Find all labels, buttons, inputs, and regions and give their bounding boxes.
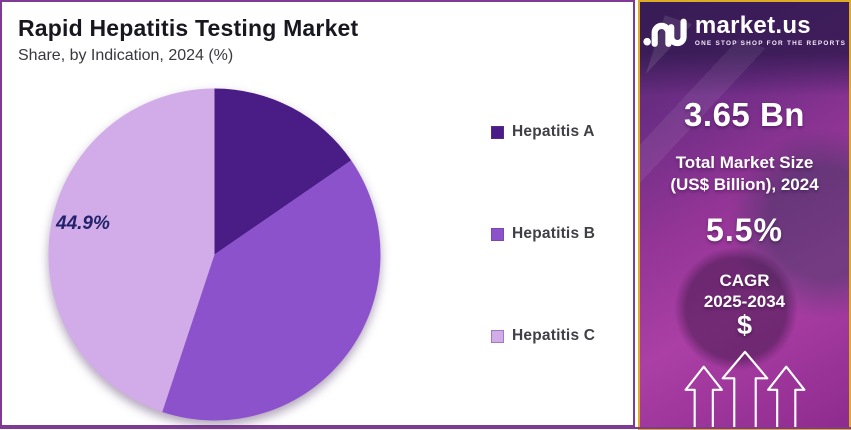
- legend: Hepatitis A Hepatitis B Hepatitis C: [491, 123, 595, 345]
- legend-item-hepatitis-c: Hepatitis C: [491, 327, 595, 345]
- logo-dot: [643, 37, 651, 46]
- pie-chart-svg: [48, 88, 381, 421]
- brand-tagline: ONE STOP SHOP FOR THE REPORTS: [694, 40, 847, 48]
- legend-label: Hepatitis C: [512, 327, 596, 344]
- market-size-value: 3.65 Bn: [684, 96, 805, 133]
- legend-item-hepatitis-a: Hepatitis A: [491, 123, 595, 141]
- market-size-label-line1: Total Market Size: [675, 153, 814, 172]
- sidebar: market.us ONE STOP SHOP FOR THE REPORTS …: [638, 0, 851, 430]
- pie-slice-hepatitis-a: [214, 88, 352, 255]
- legend-label: Hepatitis A: [512, 123, 595, 140]
- pie-chart: [42, 82, 387, 427]
- page-title: Rapid Hepatitis Testing Market: [18, 15, 359, 41]
- pie-slice-hepatitis-c: [48, 88, 215, 413]
- growth-arrows-icon: [679, 350, 811, 428]
- legend-item-hepatitis-b: Hepatitis B: [491, 225, 595, 243]
- brand-name: market.us: [694, 11, 811, 39]
- market-size-label-line2: (US$ Billion), 2024: [670, 175, 819, 195]
- cagr-value: 5.5%: [706, 212, 783, 248]
- cagr-label: CAGR 2025-2034: [640, 270, 849, 313]
- legend-swatch-icon: [491, 329, 504, 343]
- page-subtitle: Share, by Indication, 2024 (%): [18, 47, 234, 64]
- brand-logo: market.us ONE STOP SHOP FOR THE REPORTS: [640, 11, 849, 49]
- legend-swatch-icon: [491, 227, 504, 241]
- dollar-icon: $: [736, 310, 753, 340]
- chart-panel: Rapid Hepatitis Testing Market Share, by…: [0, 0, 635, 427]
- legend-swatch-icon: [491, 125, 504, 139]
- cagr-label-line1: CAGR: [719, 271, 770, 290]
- pie-slice-hepatitis-b: [162, 160, 381, 421]
- market-us-wave-logo-icon: [643, 18, 687, 47]
- bottom-border: [0, 427, 851, 429]
- cagr-label-line2: 2025-2034: [703, 292, 786, 312]
- market-size-label: Total Market Size (US$ Billion), 2024: [640, 152, 849, 196]
- legend-label: Hepatitis B: [512, 225, 596, 242]
- pie-data-label: 44.9%: [56, 213, 110, 234]
